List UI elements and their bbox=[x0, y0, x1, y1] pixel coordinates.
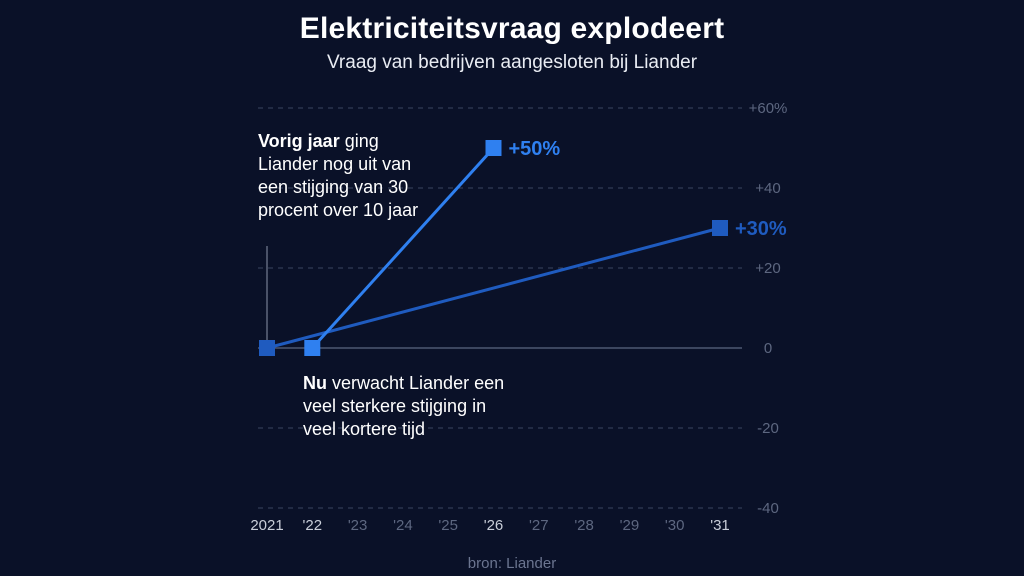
x-tick-label: '27 bbox=[529, 517, 549, 534]
series-line bbox=[266, 226, 721, 350]
source-note: bron: Liander bbox=[467, 555, 557, 572]
chart-title: Elektriciteitsvraag explodeert bbox=[299, 12, 725, 45]
data-point-marker bbox=[485, 140, 502, 156]
y-tick-label: -40 bbox=[757, 500, 779, 517]
data-point-marker bbox=[259, 340, 275, 356]
end-value-label: +50% bbox=[509, 138, 561, 160]
y-tick-label: -20 bbox=[757, 420, 779, 437]
x-tick-label: '26 bbox=[484, 517, 504, 534]
annotation-current-forecast: Nu verwacht Liander een veel sterkere st… bbox=[303, 372, 523, 441]
end-value-label: +30% bbox=[735, 218, 787, 240]
y-tick-label: +40 bbox=[755, 180, 780, 197]
x-tick-label: '28 bbox=[574, 517, 594, 534]
x-tick-label: 2021 bbox=[250, 517, 283, 534]
y-tick-label: +20 bbox=[755, 260, 780, 277]
x-tick-label: '23 bbox=[348, 517, 368, 534]
y-tick-label: 0 bbox=[764, 340, 772, 357]
annotation-previous-forecast: Vorig jaar ging Liander nog uit van een … bbox=[258, 130, 428, 222]
x-tick-label: '25 bbox=[438, 517, 458, 534]
annotation-current-bold: Nu bbox=[303, 373, 327, 393]
x-tick-label: '29 bbox=[620, 517, 640, 534]
annotation-current-text: verwacht Liander een veel sterkere stijg… bbox=[303, 373, 505, 439]
y-tick-label: +60% bbox=[749, 100, 788, 117]
series-line bbox=[311, 146, 495, 350]
data-point-marker bbox=[304, 340, 321, 356]
x-tick-label: '22 bbox=[303, 517, 323, 534]
chart-subtitle: Vraag van bedrijven aangesloten bij Lian… bbox=[326, 52, 698, 73]
annotation-previous-text: ging Liander nog uit van een stijging va… bbox=[258, 131, 419, 220]
x-tick-label: '30 bbox=[665, 517, 685, 534]
data-point-marker bbox=[712, 220, 728, 236]
x-tick-label: '31 bbox=[710, 517, 730, 534]
x-tick-label: '24 bbox=[393, 517, 413, 534]
annotation-previous-bold: Vorig jaar bbox=[258, 131, 340, 151]
